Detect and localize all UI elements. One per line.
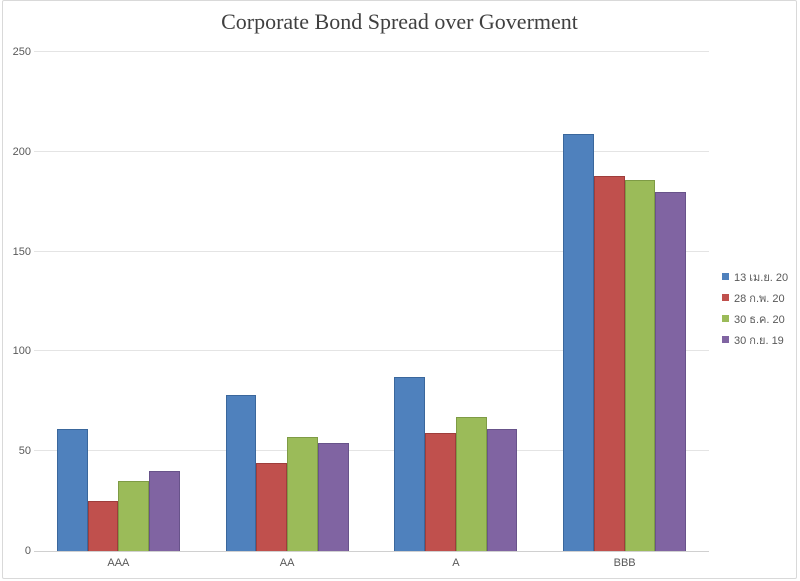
bar-bbb-series-2	[624, 179, 656, 551]
chart-title: Corporate Bond Spread over Goverment	[221, 9, 578, 34]
y-axis-tick-label: 150	[12, 245, 31, 258]
bar-a-series-0	[394, 377, 426, 551]
bar-a-series-3	[486, 429, 518, 551]
legend-swatch-icon	[722, 294, 729, 301]
legend-swatch-icon	[722, 315, 729, 322]
legend-item-3: 30 ก.ย. 19	[722, 329, 788, 350]
x-axis-line	[34, 551, 709, 552]
y-axis-tick-label: 250	[12, 46, 31, 58]
bar-bbb-series-3	[655, 191, 687, 551]
legend-item-2: 30 ธ.ค. 20	[722, 308, 788, 329]
bar-a-series-1	[425, 433, 456, 551]
bar-a-series-2	[455, 417, 487, 551]
plot-area	[34, 51, 709, 552]
gridline	[34, 350, 709, 352]
bar-bbb-series-1	[593, 175, 625, 551]
legend-swatch-icon	[722, 273, 729, 280]
gridline	[34, 250, 709, 252]
bar-aa-series-1	[256, 463, 288, 551]
x-axis-category-label: AA	[279, 557, 295, 569]
legend-item-0: 13 เม.ย. 20	[722, 266, 788, 287]
y-axis-tick-label: 100	[12, 345, 31, 358]
x-axis-category-label: A	[452, 557, 460, 569]
bar-aaa-series-0	[56, 429, 88, 551]
bar-aaa-series-1	[87, 501, 119, 551]
legend-label: 30 ธ.ค. 20	[734, 313, 785, 326]
legend-swatch-icon	[722, 336, 729, 343]
legend-label: 28 ก.พ. 20	[734, 292, 785, 305]
y-axis-tick-label: 200	[12, 145, 31, 158]
bar-bbb-series-0	[563, 133, 594, 551]
x-axis-category-label: AAA	[107, 557, 130, 569]
y-axis-tick-label: 50	[18, 445, 31, 458]
gridline	[34, 51, 709, 52]
gridline	[34, 150, 709, 152]
legend-label: 13 เม.ย. 20	[734, 271, 789, 284]
legend-item-1: 28 ก.พ. 20	[722, 287, 788, 308]
bar-aa-series-0	[225, 395, 257, 551]
legend: 13 เม.ย. 20 28 ก.พ. 20 30 ธ.ค. 20 30 ก.ย. 1…	[722, 266, 788, 350]
bar-aaa-series-2	[118, 481, 150, 551]
x-axis-category-label: BBB	[613, 557, 636, 569]
bar-aa-series-2	[287, 437, 318, 551]
gridline	[34, 450, 709, 452]
bar-aaa-series-3	[149, 471, 180, 551]
legend-label: 30 ก.ย. 19	[734, 334, 784, 347]
y-axis-tick-label: 0	[24, 545, 31, 557]
bar-aa-series-3	[317, 443, 349, 551]
